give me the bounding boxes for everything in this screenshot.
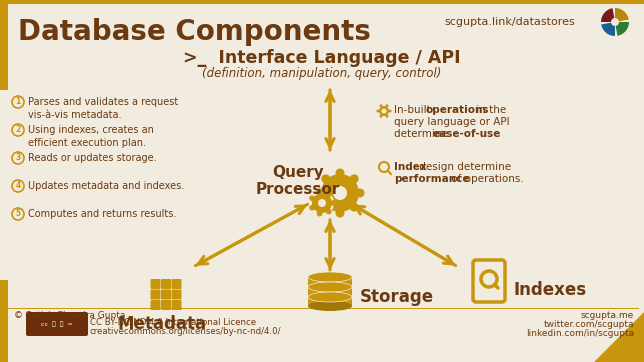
Text: creativecommons.org/licenses/by-nc-nd/4.0/: creativecommons.org/licenses/by-nc-nd/4.… bbox=[90, 327, 281, 336]
Text: design determine: design determine bbox=[416, 162, 511, 172]
Circle shape bbox=[378, 105, 390, 117]
Text: 2: 2 bbox=[15, 126, 21, 135]
FancyBboxPatch shape bbox=[308, 297, 352, 306]
Wedge shape bbox=[601, 8, 615, 22]
FancyBboxPatch shape bbox=[308, 277, 352, 286]
Circle shape bbox=[321, 203, 330, 212]
Circle shape bbox=[311, 192, 333, 214]
Wedge shape bbox=[615, 22, 629, 36]
Text: >_  Interface Language / API: >_ Interface Language / API bbox=[183, 49, 461, 67]
FancyBboxPatch shape bbox=[171, 300, 182, 310]
FancyBboxPatch shape bbox=[171, 279, 182, 289]
FancyBboxPatch shape bbox=[0, 0, 644, 4]
Text: determine: determine bbox=[394, 129, 451, 139]
Text: linkedin.com/in/scgupta: linkedin.com/in/scgupta bbox=[526, 329, 634, 338]
Circle shape bbox=[355, 189, 365, 198]
Ellipse shape bbox=[308, 282, 352, 292]
Text: twitter.com/scgupta: twitter.com/scgupta bbox=[544, 320, 634, 329]
Circle shape bbox=[379, 115, 383, 118]
Ellipse shape bbox=[308, 301, 352, 311]
Text: Query
Processor: Query Processor bbox=[256, 165, 340, 197]
Text: Reads or updates storage.: Reads or updates storage. bbox=[28, 153, 156, 163]
Text: Metadata: Metadata bbox=[118, 315, 207, 333]
Text: 1: 1 bbox=[15, 97, 21, 106]
Circle shape bbox=[321, 174, 330, 184]
Wedge shape bbox=[601, 22, 615, 36]
FancyBboxPatch shape bbox=[151, 300, 160, 310]
Polygon shape bbox=[594, 312, 644, 362]
Circle shape bbox=[350, 203, 359, 212]
FancyBboxPatch shape bbox=[161, 290, 171, 299]
Text: of operations.: of operations. bbox=[448, 174, 524, 184]
Text: Indexes: Indexes bbox=[514, 281, 587, 299]
Text: ease-of-use: ease-of-use bbox=[433, 129, 502, 139]
Text: performance: performance bbox=[394, 174, 469, 184]
Circle shape bbox=[317, 211, 323, 216]
Text: .: . bbox=[480, 129, 484, 139]
Text: 3: 3 bbox=[15, 153, 21, 163]
Circle shape bbox=[333, 186, 347, 200]
Text: Computes and returns results.: Computes and returns results. bbox=[28, 209, 176, 219]
Circle shape bbox=[330, 200, 336, 206]
Text: Using indexes, creates an
efficient execution plan.: Using indexes, creates an efficient exec… bbox=[28, 125, 154, 148]
FancyBboxPatch shape bbox=[171, 290, 182, 299]
Text: In-built: In-built bbox=[394, 105, 434, 115]
FancyBboxPatch shape bbox=[308, 287, 352, 296]
Circle shape bbox=[377, 109, 379, 113]
Circle shape bbox=[318, 199, 326, 207]
FancyBboxPatch shape bbox=[0, 280, 8, 362]
Circle shape bbox=[611, 18, 619, 26]
Text: Parses and validates a request
vis-à-vis metadata.: Parses and validates a request vis-à-vis… bbox=[28, 97, 178, 120]
Text: operations: operations bbox=[426, 105, 489, 115]
Text: scgupta.link/datastores: scgupta.link/datastores bbox=[444, 17, 575, 27]
Circle shape bbox=[336, 209, 345, 218]
FancyBboxPatch shape bbox=[161, 279, 171, 289]
Circle shape bbox=[309, 195, 315, 201]
FancyBboxPatch shape bbox=[0, 0, 8, 90]
Text: query language or API: query language or API bbox=[394, 117, 509, 127]
FancyBboxPatch shape bbox=[151, 290, 160, 299]
Circle shape bbox=[388, 109, 392, 113]
Circle shape bbox=[317, 189, 323, 195]
Circle shape bbox=[379, 104, 383, 107]
Ellipse shape bbox=[308, 272, 352, 282]
Circle shape bbox=[320, 173, 360, 213]
Text: Updates metadata and indexes.: Updates metadata and indexes. bbox=[28, 181, 184, 191]
FancyBboxPatch shape bbox=[26, 312, 88, 336]
Text: Database Components: Database Components bbox=[18, 18, 371, 46]
Circle shape bbox=[309, 205, 315, 211]
Text: (definition, manipulation, query, control): (definition, manipulation, query, contro… bbox=[202, 67, 442, 80]
Circle shape bbox=[326, 191, 332, 197]
Text: 4: 4 bbox=[15, 181, 21, 190]
Text: 5: 5 bbox=[15, 210, 21, 219]
Ellipse shape bbox=[308, 292, 352, 302]
Text: cc  ⓘ  Ⓢ  =: cc ⓘ Ⓢ = bbox=[41, 321, 73, 327]
Circle shape bbox=[326, 209, 332, 214]
Circle shape bbox=[336, 168, 345, 177]
Circle shape bbox=[386, 115, 388, 118]
FancyBboxPatch shape bbox=[161, 300, 171, 310]
FancyBboxPatch shape bbox=[151, 279, 160, 289]
Wedge shape bbox=[615, 8, 629, 22]
Text: Index: Index bbox=[394, 162, 426, 172]
Circle shape bbox=[350, 174, 359, 184]
Text: Storage: Storage bbox=[360, 288, 434, 306]
Text: in the: in the bbox=[473, 105, 506, 115]
Text: CC BY-NC-ND 4.0 International Licence: CC BY-NC-ND 4.0 International Licence bbox=[90, 318, 256, 327]
Circle shape bbox=[381, 109, 386, 114]
Text: scgupta.me: scgupta.me bbox=[581, 311, 634, 320]
Text: © Satish Chandra Gupta: © Satish Chandra Gupta bbox=[14, 311, 126, 320]
Circle shape bbox=[316, 189, 325, 198]
Circle shape bbox=[386, 104, 388, 107]
